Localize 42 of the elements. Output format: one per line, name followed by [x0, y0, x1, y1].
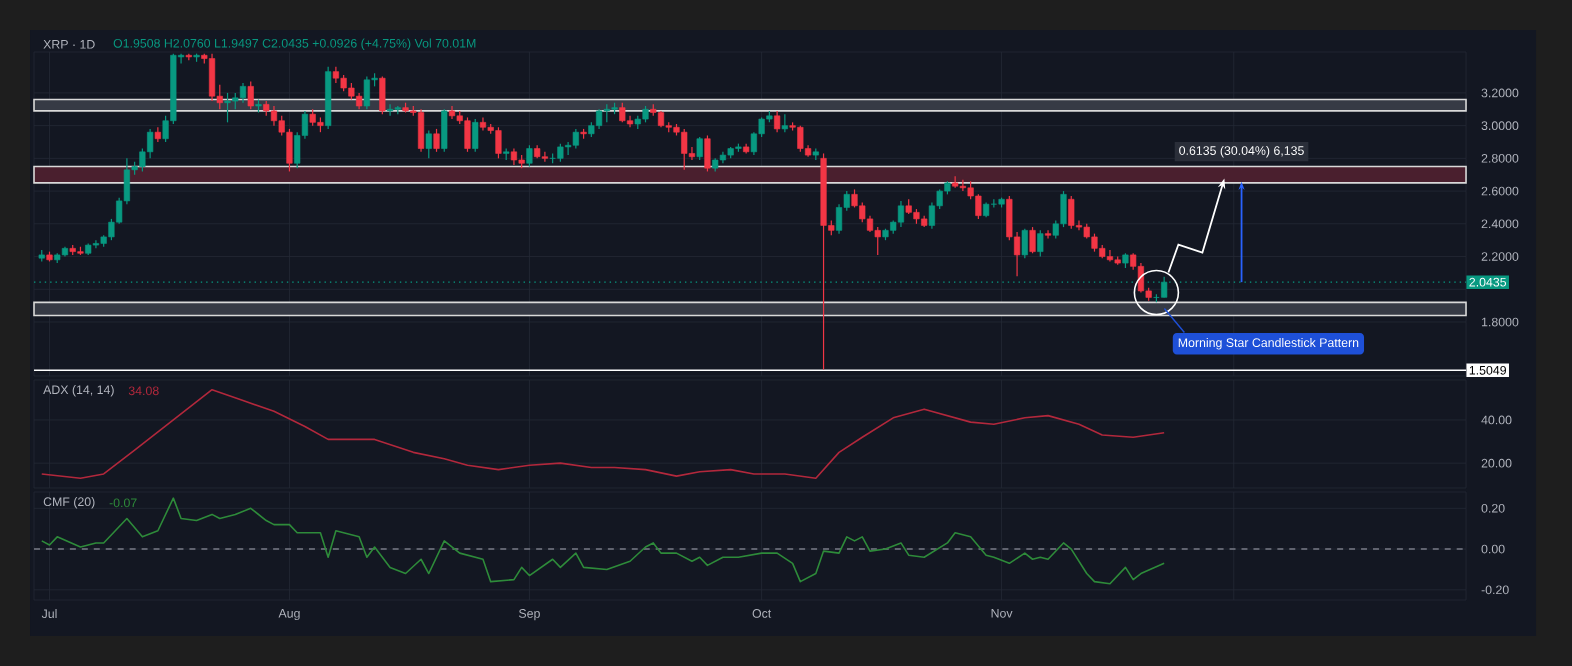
- candlestick: [386, 103, 394, 117]
- candlestick: [704, 134, 711, 173]
- line-series: [40, 497, 1165, 585]
- candlestick: [781, 113, 788, 133]
- candlestick: [774, 110, 781, 133]
- candlestick: [224, 92, 231, 123]
- line-series: [40, 388, 1165, 480]
- candlestick: [975, 193, 982, 220]
- candlestick: [472, 118, 479, 153]
- candlestick: [1060, 190, 1067, 228]
- candlestick: [1037, 229, 1044, 258]
- candlestick: [208, 53, 216, 102]
- candlestick: [147, 128, 154, 159]
- candlestick: [92, 239, 100, 249]
- candlestick: [247, 80, 254, 110]
- candlestick: [952, 175, 959, 189]
- candlestick: [1029, 226, 1036, 254]
- candlestick: [897, 200, 905, 228]
- candlestick: [425, 129, 432, 159]
- candlestick: [239, 82, 247, 104]
- candlestick: [572, 128, 579, 150]
- candlestick: [379, 75, 386, 115]
- candlestick: [619, 102, 626, 123]
- candlestick: [363, 75, 370, 110]
- candlestick: [797, 125, 804, 153]
- candlestick: [541, 151, 548, 163]
- candlestick: [417, 108, 425, 153]
- candlestick: [1106, 249, 1114, 263]
- candlestick: [441, 108, 448, 153]
- candlestick: [696, 136, 703, 161]
- candlestick: [1068, 195, 1075, 230]
- candlestick: [959, 179, 966, 192]
- candlestick: [526, 144, 533, 168]
- candlestick: [464, 116, 471, 153]
- candlestick: [595, 108, 603, 130]
- candlestick: [495, 126, 502, 159]
- candlestick: [681, 128, 688, 171]
- candlestick: [1021, 228, 1028, 259]
- candlestick: [479, 116, 487, 132]
- candlestick: [433, 128, 440, 153]
- candlestick: [286, 128, 293, 173]
- candlestick: [270, 105, 278, 127]
